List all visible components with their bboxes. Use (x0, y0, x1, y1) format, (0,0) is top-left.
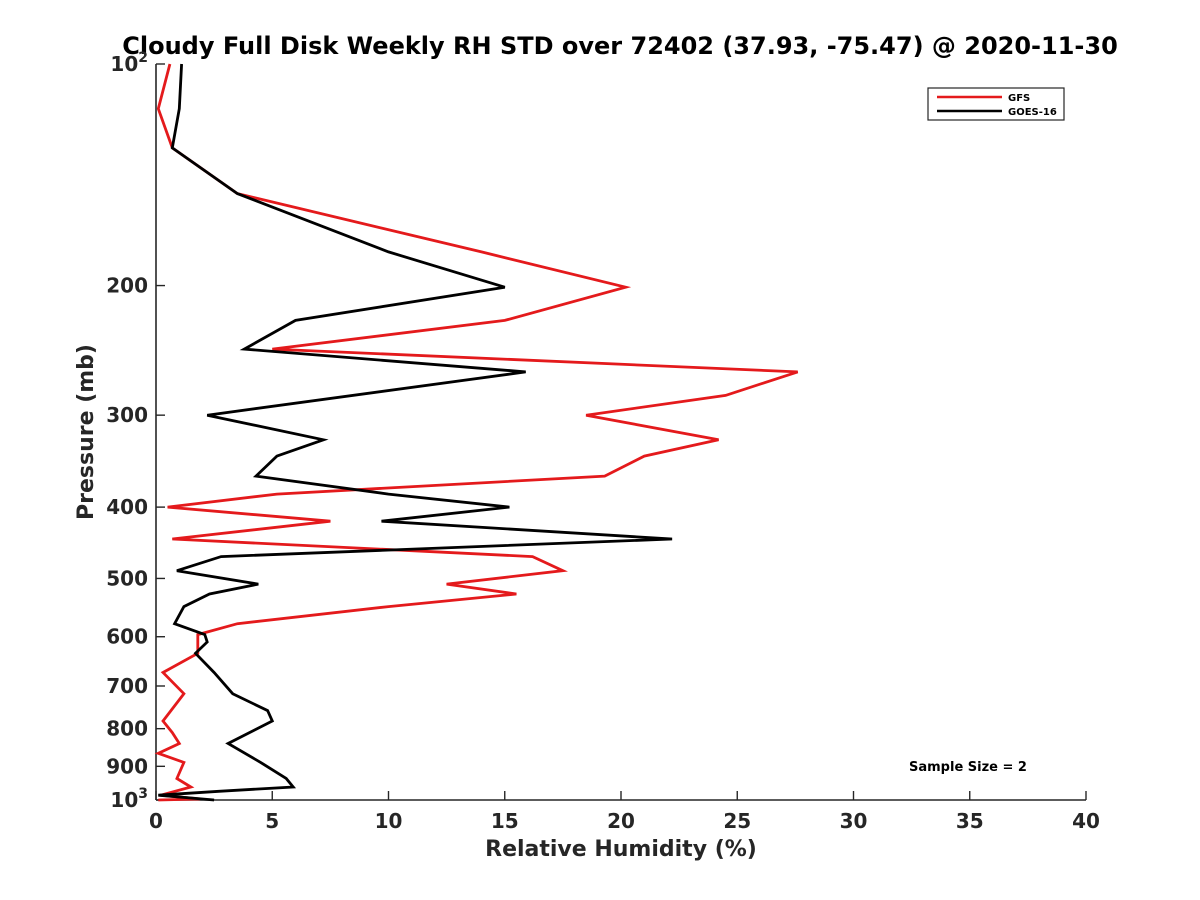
sample-size-annotation: Sample Size = 2 (909, 760, 1027, 775)
x-tick-label: 20 (607, 809, 635, 833)
y-tick-label: 700 (106, 674, 148, 698)
legend-label: GFS (1008, 93, 1030, 104)
legend: GFS GOES-16 (927, 87, 1065, 121)
x-tick-label: 35 (956, 809, 984, 833)
y-tick-label: 600 (106, 625, 148, 649)
x-tick-label: 0 (149, 809, 163, 833)
series-line-goes-16 (158, 63, 673, 802)
x-tick-label: 25 (723, 809, 751, 833)
x-axis-label: Relative Humidity (%) (485, 837, 757, 862)
x-tick-label: 5 (265, 809, 279, 833)
legend-label: GOES-16 (1008, 107, 1057, 118)
chart-title: Cloudy Full Disk Weekly RH STD over 7240… (122, 32, 1118, 60)
y-axis-label: Pressure (mb) (74, 344, 99, 520)
series-layer (154, 63, 799, 802)
y-tick-label: 500 (106, 566, 148, 590)
legend-items: GFS GOES-16 (937, 93, 1057, 118)
x-ticks: 0 5 10 15 20 25 30 35 40 (149, 791, 1100, 833)
x-tick-label: 10 (375, 809, 403, 833)
plot-area (155, 64, 1086, 801)
x-tick-label: 40 (1072, 809, 1100, 833)
y-tick-label: 200 (106, 274, 148, 298)
y-tick-label: 900 (106, 754, 148, 778)
y-tick-label: 400 (106, 495, 148, 519)
legend-box (927, 87, 1065, 121)
y-ticks: 102 200 300 400 500 600 700 800 900 103 (106, 50, 165, 812)
y-tick-label: 102 (110, 50, 148, 76)
y-tick-label: 103 (110, 786, 148, 812)
x-tick-label: 15 (491, 809, 519, 833)
series-line-gfs (154, 63, 799, 802)
y-tick-label: 800 (106, 717, 148, 741)
y-tick-label: 300 (106, 403, 148, 427)
x-tick-label: 30 (840, 809, 868, 833)
